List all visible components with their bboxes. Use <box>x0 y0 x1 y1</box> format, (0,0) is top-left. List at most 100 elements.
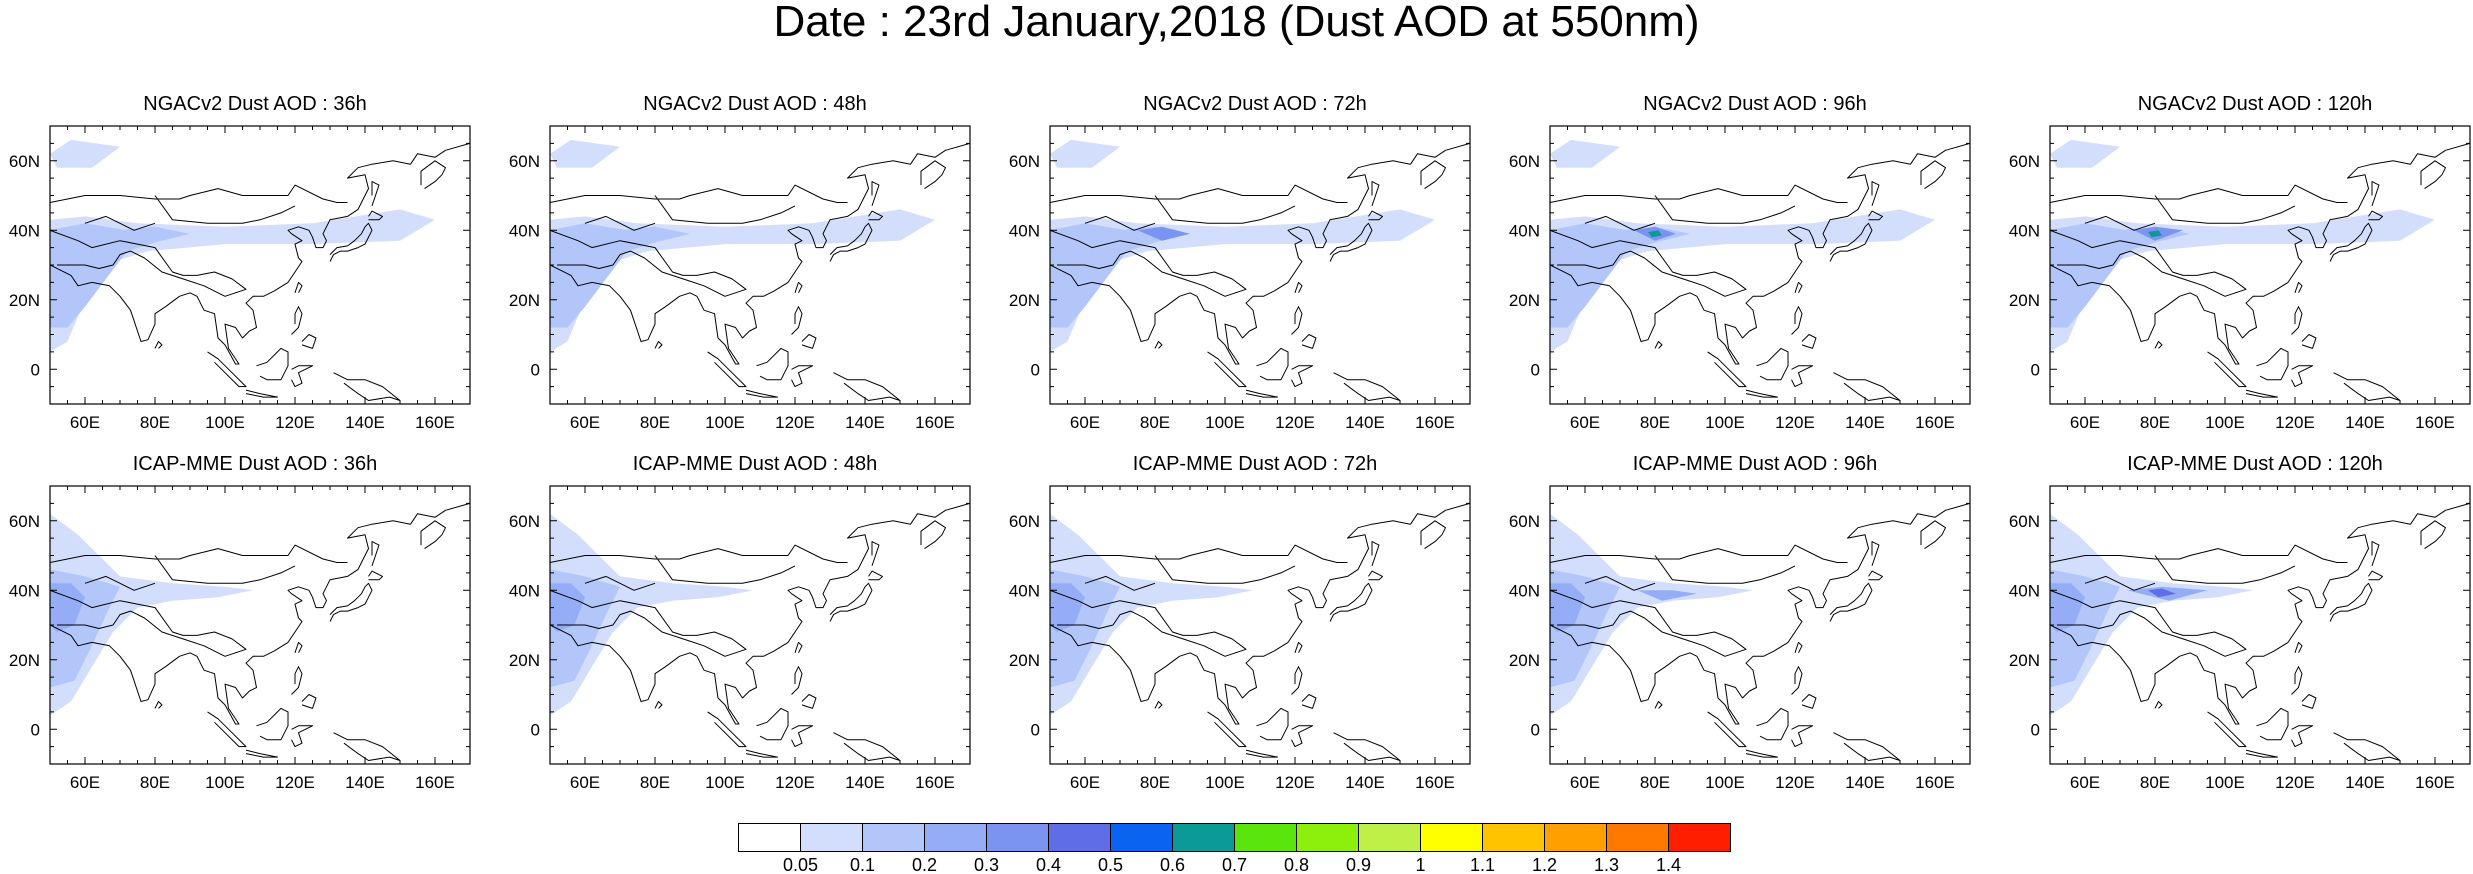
coastline <box>329 222 373 262</box>
coastline <box>84 215 156 231</box>
dust-aod-map: 60E 80E 100E 120E 140E 160E 0 20N 40N 60N <box>1509 485 1971 792</box>
lon-tick-label: 80E <box>2140 773 2170 792</box>
map-panel: ICAP-MME Dust AOD : 48h 60E 80E 100E 120E 14… <box>505 452 1005 812</box>
coastline <box>301 694 317 709</box>
panel-title: ICAP-MME Dust AOD : 96h <box>1632 453 1878 475</box>
coastline <box>291 365 313 388</box>
lon-tick-label: 80E <box>1140 413 1170 432</box>
lat-tick-label: 20N <box>1509 651 1540 670</box>
coastline <box>1050 142 1470 365</box>
coastline <box>1154 341 1163 349</box>
coastline <box>1756 347 1789 381</box>
dust-plume <box>50 139 120 168</box>
lat-tick-label: 40N <box>1009 581 1040 600</box>
lon-tick-label: 80E <box>1140 773 1170 792</box>
coastline <box>2329 582 2373 622</box>
colorbar-label: 0.05 <box>783 855 818 873</box>
colorbar-swatch <box>1606 823 1669 852</box>
lat-tick-label: 40N <box>509 221 540 240</box>
coastline <box>207 711 247 748</box>
panel-title: ICAP-MME Dust AOD : 36h <box>132 453 378 475</box>
dust-plume <box>1550 583 1585 632</box>
coastline <box>584 215 656 231</box>
lat-tick-label: 40N <box>509 581 540 600</box>
lon-tick-label: 100E <box>705 413 745 432</box>
lat-tick-label: 0 <box>2031 360 2040 379</box>
coastline <box>2154 555 2296 584</box>
dust-plume <box>1137 226 1190 241</box>
lon-tick-label: 60E <box>2070 413 2100 432</box>
coastline <box>1550 142 1970 365</box>
coastline <box>550 142 970 365</box>
coastline <box>1256 707 1289 741</box>
coastline <box>1368 570 1383 581</box>
lon-tick-label: 80E <box>640 413 670 432</box>
lon-tick-label: 140E <box>345 773 385 792</box>
dust-plume <box>1648 230 1662 238</box>
aod-field <box>2050 139 2470 401</box>
coastline <box>2050 589 2247 657</box>
coastline <box>2301 694 2317 709</box>
coastline <box>829 222 873 262</box>
coastline <box>2256 707 2289 741</box>
coastline <box>2329 222 2373 262</box>
lat-tick-label: 40N <box>1509 581 1540 600</box>
colorbar-swatch <box>986 823 1049 852</box>
lat-tick-label: 20N <box>1009 291 1040 310</box>
dust-aod-map: 60E 80E 100E 120E 140E 160E 0 20N 40N 60N <box>509 125 971 432</box>
lon-tick-label: 160E <box>1915 773 1955 792</box>
coastline <box>1550 229 1747 297</box>
dust-plume <box>550 139 620 168</box>
coastline <box>420 520 446 550</box>
colorbar-label: 0.7 <box>1222 855 1247 873</box>
lat-tick-label: 40N <box>2009 221 2040 240</box>
coastline <box>550 184 848 203</box>
lat-tick-label: 60N <box>2009 512 2040 531</box>
coastline <box>2420 520 2446 550</box>
coastline <box>2333 372 2401 401</box>
lat-tick-label: 20N <box>2009 651 2040 670</box>
lon-tick-label: 160E <box>1915 413 1955 432</box>
coastline <box>2294 281 2303 294</box>
lat-tick-label: 0 <box>31 720 40 739</box>
lon-tick-label: 80E <box>1640 773 1670 792</box>
coastline <box>1291 666 1303 695</box>
lat-tick-label: 0 <box>1031 720 1040 739</box>
coastline <box>1868 570 1883 581</box>
coastline <box>1084 575 1156 591</box>
lon-tick-label: 60E <box>570 413 600 432</box>
coastline <box>333 732 401 761</box>
dust-aod-map: 60E 80E 100E 120E 140E 160E 0 20N 40N 60N <box>509 485 971 792</box>
coastline <box>84 575 156 591</box>
lon-tick-label: 140E <box>345 413 385 432</box>
lon-tick-label: 160E <box>1415 413 1455 432</box>
coastline <box>1207 351 1247 388</box>
coastline <box>1371 181 1380 207</box>
dust-plume <box>620 226 690 241</box>
coastline <box>1654 195 1796 224</box>
aod-field <box>1550 139 1970 401</box>
lon-tick-label: 160E <box>415 413 455 432</box>
coastline <box>333 372 401 401</box>
coastline <box>920 160 946 190</box>
coastline <box>1707 711 1747 748</box>
colorbar-label: 0.2 <box>912 855 937 873</box>
lon-tick-label: 160E <box>915 773 955 792</box>
coastline <box>329 582 373 622</box>
colorbar-label: 0.8 <box>1284 855 1309 873</box>
lat-tick-label: 20N <box>2009 291 2040 310</box>
lat-tick-label: 0 <box>531 360 540 379</box>
panel-title: NGACv2 Dust AOD : 96h <box>1643 93 1867 115</box>
lon-tick-label: 100E <box>1705 773 1745 792</box>
coastline <box>1584 575 1656 591</box>
map-panel: ICAP-MME Dust AOD : 96h 60E 80E 100E 120E 14… <box>1505 452 2005 812</box>
coastline <box>294 281 303 294</box>
lon-tick-label: 140E <box>2345 413 2385 432</box>
dust-plume <box>1050 223 1173 328</box>
colorbar-swatch <box>1420 823 1483 852</box>
map-panel: NGACv2 Dust AOD : 72h 60E 80E 100E 120E 140E… <box>1005 92 1505 452</box>
panel-title: ICAP-MME Dust AOD : 72h <box>1132 453 1378 475</box>
lat-tick-label: 20N <box>1509 291 1540 310</box>
dust-aod-map: 60E 80E 100E 120E 140E 160E 0 20N 40N 60N <box>1009 125 1471 432</box>
coastline <box>794 281 803 294</box>
